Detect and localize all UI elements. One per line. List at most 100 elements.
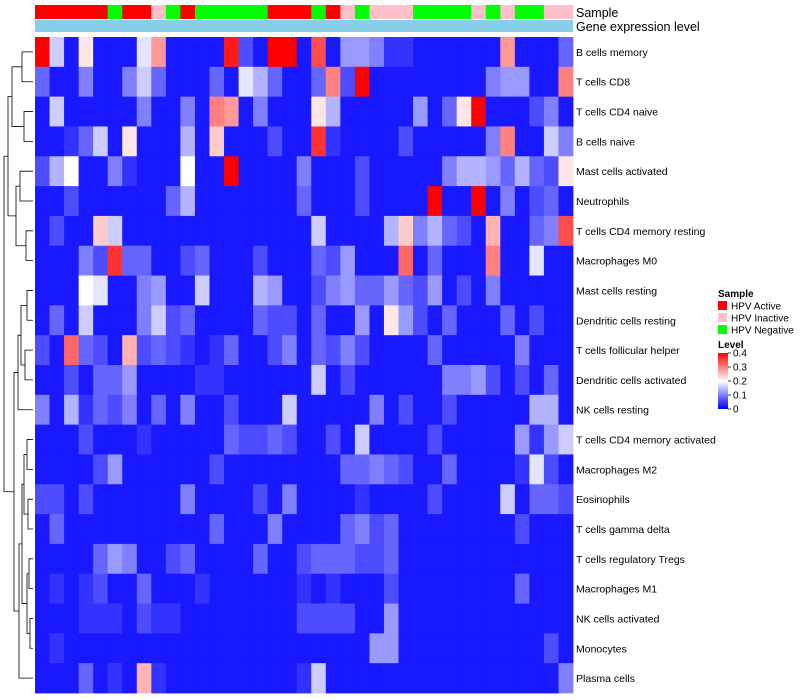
- heatmap-cell: [383, 543, 399, 575]
- heatmap-cell: [224, 275, 239, 306]
- heatmap-cell: [427, 245, 443, 276]
- heatmap-cell: [194, 335, 210, 366]
- heatmap-cell: [180, 394, 196, 426]
- heatmap-cell: [529, 66, 545, 98]
- heatmap-cell: [325, 335, 341, 366]
- heatmap-cell: [194, 96, 210, 127]
- heatmap-cell: [282, 66, 298, 98]
- heatmap-cell: [325, 275, 341, 306]
- heatmap-cell: [398, 335, 414, 366]
- heatmap-cell: [224, 543, 239, 575]
- heatmap-cell: [136, 37, 152, 68]
- heatmap-cell: [485, 424, 501, 455]
- sample-annotation-cell: [107, 5, 123, 19]
- heatmap-cell: [253, 514, 269, 545]
- legend-tick-label: 0.4: [733, 349, 747, 360]
- heatmap-cell: [136, 454, 152, 485]
- heatmap-cell: [122, 663, 138, 694]
- heatmap-cell: [78, 245, 94, 276]
- heatmap-cell: [209, 663, 225, 694]
- heatmap-cell: [442, 66, 458, 98]
- heatmap-cell: [529, 484, 545, 515]
- heatmap-cell: [398, 245, 414, 276]
- heatmap-cell: [253, 66, 269, 98]
- heatmap-cell: [107, 514, 123, 545]
- heatmap-cell: [93, 663, 109, 694]
- heatmap-cell: [122, 66, 138, 98]
- heatmap-cell: [558, 335, 574, 366]
- heatmap-cell: [558, 454, 574, 485]
- heatmap-cell: [325, 633, 341, 664]
- heatmap-cell: [529, 215, 545, 247]
- heatmap-cell: [238, 96, 254, 127]
- heatmap-cell: [165, 663, 181, 694]
- heatmap-cell: [398, 424, 414, 455]
- heatmap-cell: [35, 96, 50, 127]
- heatmap-cell: [413, 663, 428, 694]
- heatmap-cell: [296, 424, 312, 455]
- heatmap-cell: [529, 633, 545, 664]
- heatmap-cell: [78, 543, 94, 575]
- heatmap-cell: [136, 603, 152, 634]
- heatmap-cell: [296, 37, 312, 68]
- heatmap-cell: [500, 156, 516, 187]
- heatmap-cell: [543, 394, 559, 426]
- heatmap-cell: [383, 335, 399, 366]
- heatmap-cell: [383, 394, 399, 426]
- heatmap-cell: [442, 186, 458, 217]
- heatmap-cell: [442, 305, 458, 336]
- heatmap-cell: [238, 663, 254, 694]
- heatmap-cell: [558, 66, 574, 98]
- heatmap-cell: [485, 245, 501, 276]
- heatmap-cell: [224, 305, 239, 336]
- heatmap-cell: [64, 305, 80, 336]
- heatmap-cell: [209, 335, 225, 366]
- heatmap-cell: [267, 305, 283, 336]
- heatmap-cell: [500, 543, 516, 575]
- heatmap-cell: [49, 603, 65, 634]
- sample-annotation-cell: [267, 5, 283, 19]
- heatmap-cell: [107, 365, 123, 396]
- heatmap-cell: [151, 215, 167, 247]
- heatmap-cell: [543, 186, 559, 217]
- heatmap-cell: [500, 454, 516, 485]
- heatmap-cell: [35, 245, 50, 276]
- sample-annotation-cell: [471, 5, 487, 19]
- heatmap-cell: [340, 305, 356, 336]
- sample-annotation-cell: [93, 5, 109, 19]
- heatmap-cell: [224, 603, 239, 634]
- heatmap-cell: [93, 484, 109, 515]
- heatmap-cell: [194, 37, 210, 68]
- heatmap-cell: [383, 484, 399, 515]
- annotation-tracks: [35, 5, 574, 32]
- heatmap-cell: [398, 394, 414, 426]
- heatmap-cell: [209, 633, 225, 664]
- heatmap-cell: [64, 603, 80, 634]
- heatmap-cell: [64, 37, 80, 68]
- heatmap-cell: [514, 66, 530, 98]
- heatmap-cell: [267, 543, 283, 575]
- heatmap-cell: [325, 186, 341, 217]
- heatmap-cell: [296, 215, 312, 247]
- heatmap-cell: [151, 484, 167, 515]
- heatmap-cell: [151, 663, 167, 694]
- heatmap-cell: [413, 126, 428, 157]
- heatmap-cell: [64, 394, 80, 426]
- heatmap-cell: [253, 245, 269, 276]
- heatmap-cell: [500, 305, 516, 336]
- heatmap-cell: [354, 305, 370, 336]
- heatmap-cell: [165, 305, 181, 336]
- heatmap-cell: [442, 275, 458, 306]
- heatmap-cell: [500, 514, 516, 545]
- heatmap-cell: [194, 603, 210, 634]
- heatmap-cell: [253, 335, 269, 366]
- heatmap-cell: [383, 305, 399, 336]
- heatmap-cell: [136, 424, 152, 455]
- heatmap-cell: [340, 603, 356, 634]
- heatmap-cell: [485, 514, 501, 545]
- heatmap-cell: [369, 633, 385, 664]
- heatmap-cell: [369, 215, 385, 247]
- heatmap-cell: [311, 66, 327, 98]
- heatmap-cell: [398, 96, 414, 127]
- heatmap-cell: [369, 305, 385, 336]
